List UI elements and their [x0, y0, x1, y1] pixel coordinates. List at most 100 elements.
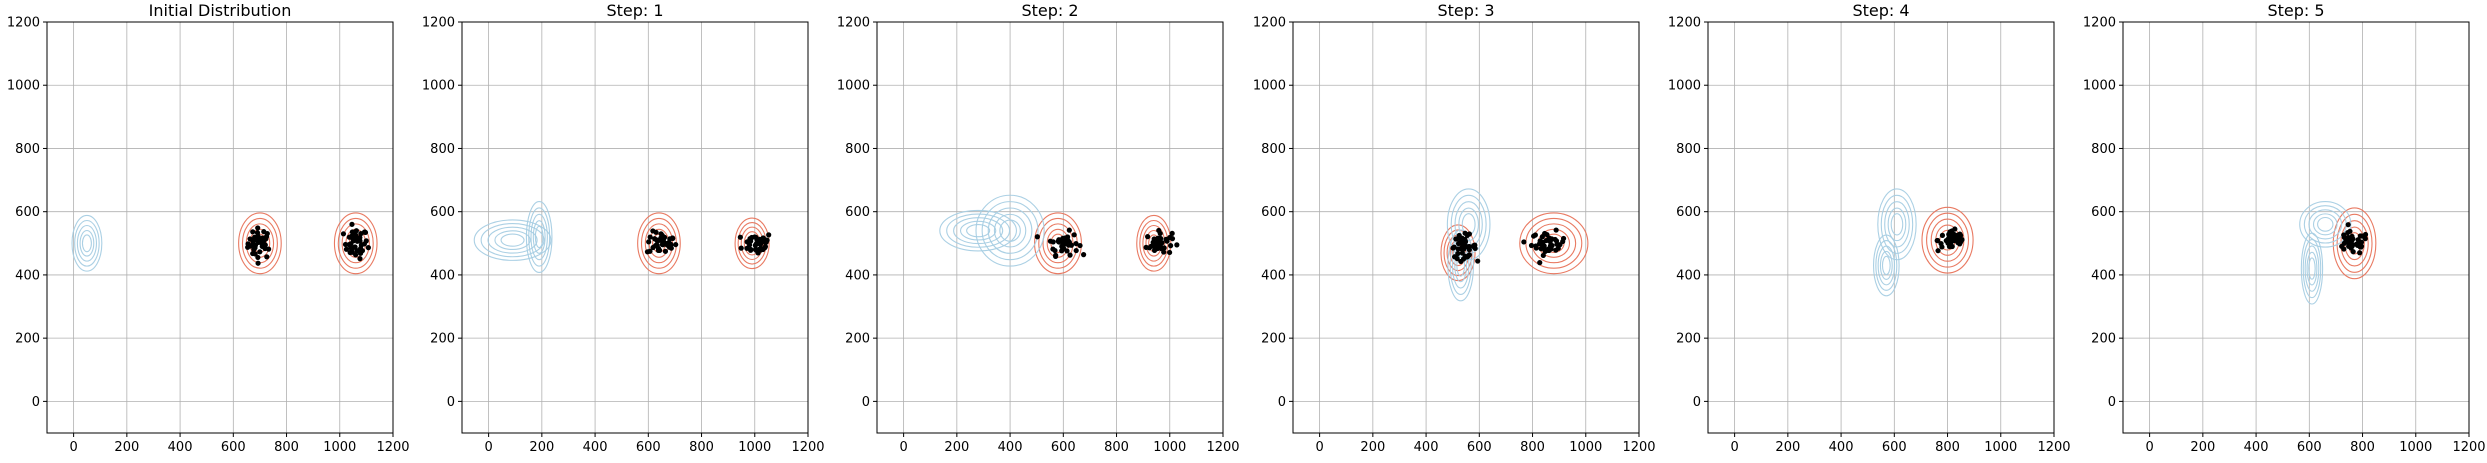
particle-point	[1167, 249, 1173, 256]
subplot-title: Step: 5	[2267, 1, 2324, 20]
particle-point	[647, 248, 653, 254]
particle-point	[1949, 243, 1955, 250]
density-contour	[1447, 229, 1475, 302]
y-tick-label: 400	[15, 268, 40, 283]
particle-point	[2348, 245, 2354, 251]
y-tick-label: 400	[1676, 268, 1701, 283]
particle-point	[2350, 236, 2356, 242]
x-tick-label: 1200	[2037, 440, 2070, 455]
axes-frame	[1292, 21, 1640, 434]
particle-point	[1475, 258, 1481, 264]
density-contour	[480, 223, 545, 258]
particle-point	[250, 250, 256, 257]
x-tick-label: 200	[1360, 440, 1385, 455]
density-contour	[1877, 245, 1896, 286]
particle-point	[1073, 240, 1079, 247]
particle-point	[646, 239, 652, 245]
density-contour	[494, 230, 531, 251]
particle-point	[357, 256, 363, 262]
x-tick-label: 0	[899, 440, 907, 455]
x-tick-label: 1200	[376, 440, 409, 455]
particle-point	[1455, 250, 1461, 257]
y-tick-label: 800	[2091, 142, 2116, 157]
x-tick-label: 200	[2190, 440, 2215, 455]
axes-frame	[2122, 21, 2470, 434]
particle-point	[264, 254, 270, 260]
density-contour	[1880, 194, 1914, 254]
particle-point	[656, 247, 663, 253]
particle-point	[1169, 230, 1175, 236]
particle-point	[1540, 252, 1546, 259]
x-tick-label: 200	[1775, 440, 1800, 455]
particle-point	[343, 246, 350, 252]
particle-point	[340, 231, 347, 237]
density-contour	[1921, 206, 1974, 274]
particle-point	[663, 241, 669, 247]
particle-point	[365, 245, 371, 251]
x-tick-label: 800	[1935, 440, 1960, 455]
y-tick-label: 0	[1693, 395, 1701, 410]
particle-point	[1539, 242, 1545, 248]
x-tick-label: 0	[2145, 440, 2153, 455]
x-tick-label: 400	[583, 440, 608, 455]
subplot-4: 0 200 400 600 800 1000 1200 0 200 400 600 800 1000 12…	[1668, 1, 2071, 455]
particle-point	[1455, 246, 1461, 252]
particle-point	[1168, 243, 1174, 249]
x-tick-label: 600	[1051, 440, 1076, 455]
x-tick-label: 800	[1520, 440, 1545, 455]
y-tick-label: 200	[845, 332, 870, 347]
density-contour	[966, 224, 991, 238]
x-tick-label: 200	[114, 440, 139, 455]
subplot-3: 0 200 400 600 800 1000 1200 0 200 400 600 800 1000 12…	[1253, 1, 1656, 455]
density-contour	[2332, 207, 2377, 280]
density-contour	[1458, 207, 1480, 242]
y-tick-label: 600	[1261, 205, 1286, 220]
particle-point	[266, 246, 272, 252]
subplot-5: 0 200 400 600 800 1000 1200 0 200 400 600 800 1000 12…	[2083, 1, 2486, 455]
particle-point	[252, 234, 258, 240]
subplot-title: Step: 2	[1021, 1, 1078, 20]
plot-area	[71, 212, 378, 275]
y-tick-label: 200	[430, 332, 455, 347]
particle-point	[753, 241, 759, 247]
density-contour	[81, 234, 92, 253]
particle-point	[1145, 234, 1151, 240]
particle-point	[352, 244, 358, 250]
x-tick-label: 1000	[1569, 440, 1602, 455]
particle-point	[1158, 244, 1164, 250]
particle-point	[1934, 237, 1940, 244]
particle-point	[1546, 247, 1552, 253]
particle-point	[650, 228, 656, 234]
particle-point	[1034, 234, 1040, 240]
y-tick-label: 1000	[7, 79, 40, 94]
axes-frame	[1707, 21, 2055, 434]
density-contour	[1034, 212, 1082, 275]
particle-point	[1547, 239, 1553, 245]
particle-point	[1071, 232, 1077, 238]
density-contour	[987, 207, 1033, 254]
plot-area	[473, 201, 772, 275]
axes-frame	[46, 21, 394, 434]
subplot-0: 0 200 400 600 800 1000 1200 0 200 400 600 800 1000 12…	[7, 1, 410, 455]
x-tick-label: 600	[2297, 440, 2322, 455]
density-contour	[2302, 239, 2322, 299]
density-contour	[500, 233, 525, 247]
particle-point	[1155, 239, 1161, 245]
density-contour	[74, 219, 100, 267]
density-contour	[993, 213, 1027, 248]
density-contour	[1890, 213, 1904, 236]
particle-point	[1947, 229, 1953, 235]
plot-area	[939, 194, 1180, 275]
particle-point	[753, 247, 760, 253]
particle-point	[738, 245, 744, 251]
particle-point	[245, 241, 251, 247]
subplot-2: 0 200 400 600 800 1000 1200 0 200 400 600 800 1000 12…	[837, 1, 1240, 455]
y-tick-label: 400	[430, 268, 455, 283]
particle-point	[347, 249, 353, 256]
y-tick-label: 600	[430, 205, 455, 220]
axes-frame	[461, 21, 809, 434]
density-contour	[2308, 257, 2316, 280]
particle-point	[1174, 242, 1180, 248]
density-contour	[2340, 220, 2369, 267]
